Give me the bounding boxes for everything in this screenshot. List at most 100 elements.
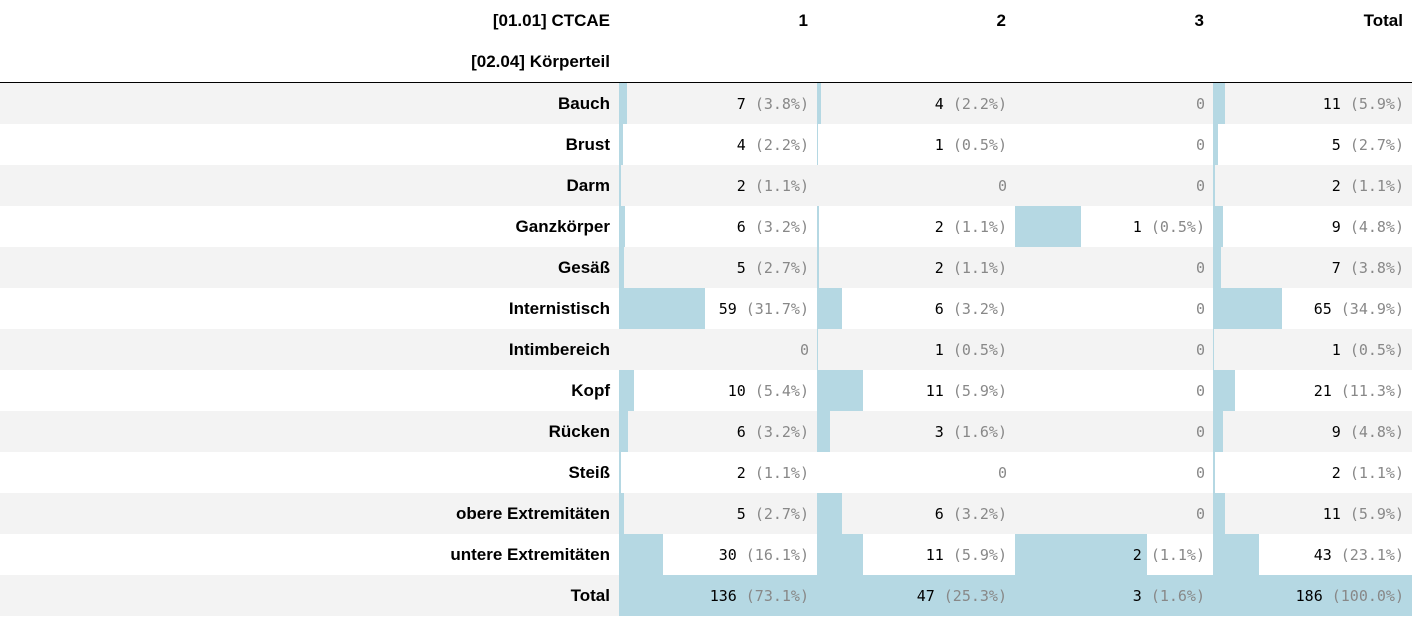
cell-bar xyxy=(1213,165,1215,206)
cell-percent: (100.0%) xyxy=(1331,586,1404,605)
cell-percent: (5.4%) xyxy=(754,381,809,400)
cell-count: 2 xyxy=(736,463,746,482)
row-label: Intimbereich xyxy=(508,339,610,359)
table-cell: 1 (0.5%) xyxy=(817,124,1015,165)
cell-count: 6 xyxy=(736,422,746,441)
table-cell: 1 (0.5%) xyxy=(1213,329,1412,370)
cell-bar xyxy=(817,288,842,329)
cell-text: 6 (3.2%) xyxy=(737,411,809,452)
table-cell: 0 xyxy=(1015,247,1213,288)
cell-text: 1 (0.5%) xyxy=(935,329,1007,370)
cell-count: 0 xyxy=(1195,381,1205,400)
cell-text: 0 xyxy=(1196,329,1205,370)
cell-percent: (3.2%) xyxy=(754,422,809,441)
table-row: Steiß 2 (1.1%) 0 0 2 (1.1%) xyxy=(0,452,1412,493)
cell-count: 2 xyxy=(934,258,944,277)
column-header-total: Total xyxy=(1213,0,1412,41)
cell-count: 1 xyxy=(934,340,944,359)
cell-text: 2 (1.1%) xyxy=(935,247,1007,288)
cell-text: 0 xyxy=(1196,165,1205,206)
table-cell: 2 (1.1%) xyxy=(817,247,1015,288)
cell-text: 6 (3.2%) xyxy=(935,288,1007,329)
cell-count: 0 xyxy=(799,340,809,359)
cell-percent: (1.6%) xyxy=(952,422,1007,441)
cell-bar xyxy=(619,370,634,411)
cell-percent: (73.1%) xyxy=(745,586,809,605)
cell-text: 65 (34.9%) xyxy=(1314,288,1404,329)
table-cell: 6 (3.2%) xyxy=(619,411,817,452)
cell-percent: (1.1%) xyxy=(1349,463,1404,482)
header-spacer xyxy=(1015,41,1213,83)
table-cell: 5 (2.7%) xyxy=(619,493,817,534)
ctcae-header-label: [01.01] CTCAE xyxy=(0,0,619,41)
cell-percent: (1.1%) xyxy=(1150,545,1205,564)
cell-text: 0 xyxy=(1196,370,1205,411)
cell-text: 4 (2.2%) xyxy=(935,83,1007,124)
header-spacer xyxy=(1213,41,1412,83)
cell-bar xyxy=(817,124,818,165)
cell-count: 11 xyxy=(925,381,944,400)
table-cell: 0 xyxy=(817,165,1015,206)
cell-bar xyxy=(1015,534,1147,575)
cell-percent: (1.1%) xyxy=(754,463,809,482)
cell-percent: (4.8%) xyxy=(1349,422,1404,441)
table-cell: 4 (2.2%) xyxy=(619,124,817,165)
cell-bar xyxy=(1213,575,1412,616)
cell-count: 0 xyxy=(1195,340,1205,359)
table-cell: 5 (2.7%) xyxy=(1213,124,1412,165)
table-cell: 43 (23.1%) xyxy=(1213,534,1412,575)
cell-text: 59 (31.7%) xyxy=(719,288,809,329)
cell-bar xyxy=(619,124,623,165)
table-cell: 0 xyxy=(1015,124,1213,165)
cell-count: 5 xyxy=(736,504,746,523)
cell-percent: (3.2%) xyxy=(754,217,809,236)
cell-text: 0 xyxy=(800,329,809,370)
cell-count: 0 xyxy=(997,463,1007,482)
cell-count: 11 xyxy=(1322,94,1341,113)
cell-bar xyxy=(619,83,627,124)
cell-text: 1 (0.5%) xyxy=(1133,206,1205,247)
cell-text: 11 (5.9%) xyxy=(1323,83,1404,124)
table-cell: 11 (5.9%) xyxy=(1213,83,1412,124)
cell-percent: (3.8%) xyxy=(754,94,809,113)
cell-bar xyxy=(619,534,663,575)
cell-bar xyxy=(1213,247,1221,288)
cell-percent: (11.3%) xyxy=(1340,381,1404,400)
cell-text: 3 (1.6%) xyxy=(1133,575,1205,616)
table-cell: 0 xyxy=(1015,411,1213,452)
table-cell: 30 (16.1%) xyxy=(619,534,817,575)
cell-text: 9 (4.8%) xyxy=(1332,206,1404,247)
cell-percent: (0.5%) xyxy=(952,340,1007,359)
table-row: Kopf 10 (5.4%) 11 (5.9%) 0 21 (11.3%) xyxy=(0,370,1412,411)
cell-percent: (1.1%) xyxy=(1349,176,1404,195)
cell-count: 9 xyxy=(1331,217,1341,236)
table-cell: 0 xyxy=(1015,329,1213,370)
cell-bar xyxy=(1213,493,1225,534)
cell-text: 0 xyxy=(1196,83,1205,124)
table-row: Gesäß 5 (2.7%) 2 (1.1%) 0 7 (3.8%) xyxy=(0,247,1412,288)
table-cell: 3 (1.6%) xyxy=(817,411,1015,452)
cell-text: 0 xyxy=(1196,124,1205,165)
cell-count: 3 xyxy=(1132,586,1142,605)
column-header-1: 1 xyxy=(619,0,817,41)
table-cell: 6 (3.2%) xyxy=(817,493,1015,534)
table-row: Intimbereich 0 1 (0.5%) 0 1 (0.5%) xyxy=(0,329,1412,370)
cell-count: 0 xyxy=(1195,504,1205,523)
cell-percent: (1.1%) xyxy=(754,176,809,195)
cell-bar xyxy=(817,493,842,534)
cell-percent: (23.1%) xyxy=(1340,545,1404,564)
cell-percent: (2.2%) xyxy=(754,135,809,154)
cell-count: 0 xyxy=(1195,94,1205,113)
cell-bar xyxy=(1213,124,1218,165)
cell-bar xyxy=(1213,288,1282,329)
cell-text: 11 (5.9%) xyxy=(926,370,1007,411)
table-cell: 7 (3.8%) xyxy=(1213,247,1412,288)
table-cell: 10 (5.4%) xyxy=(619,370,817,411)
table-row: obere Extremitäten 5 (2.7%) 6 (3.2%) 0 11 (5.9%… xyxy=(0,493,1412,534)
table-cell: 2 (1.1%) xyxy=(817,206,1015,247)
cell-bar xyxy=(817,370,863,411)
header-row-koerperteil: [02.04] Körperteil xyxy=(0,41,1412,83)
cell-count: 11 xyxy=(1322,504,1341,523)
cell-text: 5 (2.7%) xyxy=(1332,124,1404,165)
cell-text: 0 xyxy=(1196,288,1205,329)
